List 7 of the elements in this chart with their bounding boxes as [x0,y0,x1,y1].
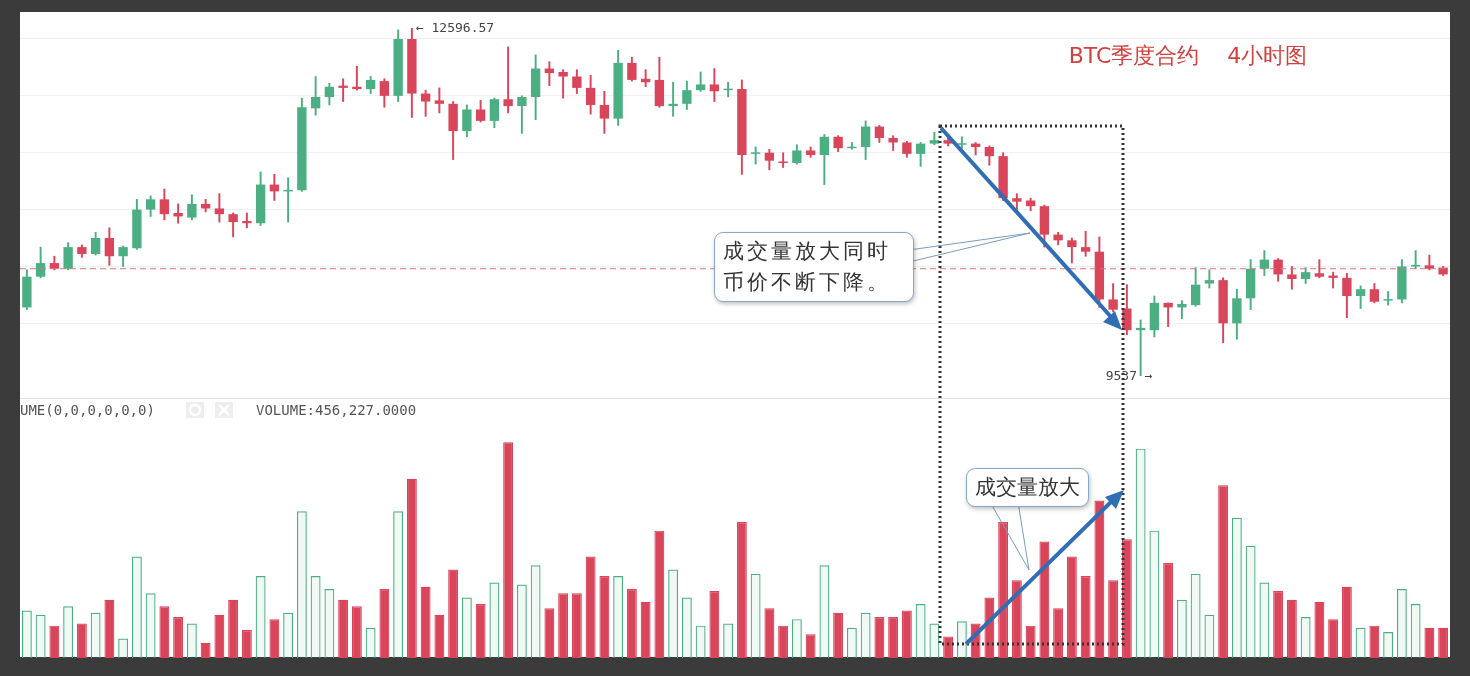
annotation: ← 12596.57 [415,20,495,36]
text: VOLUME:456,227.0000 [256,401,417,420]
text: UME(0,0,0,0,0,0) [20,401,155,420]
annotation: 成交量放大 [966,468,1089,507]
annotation: 9537 → [1105,368,1153,384]
text: BTC季度合约 4小时图 [1068,42,1308,68]
annotation: 成交量放大同时币价不断下降。 [714,232,914,302]
